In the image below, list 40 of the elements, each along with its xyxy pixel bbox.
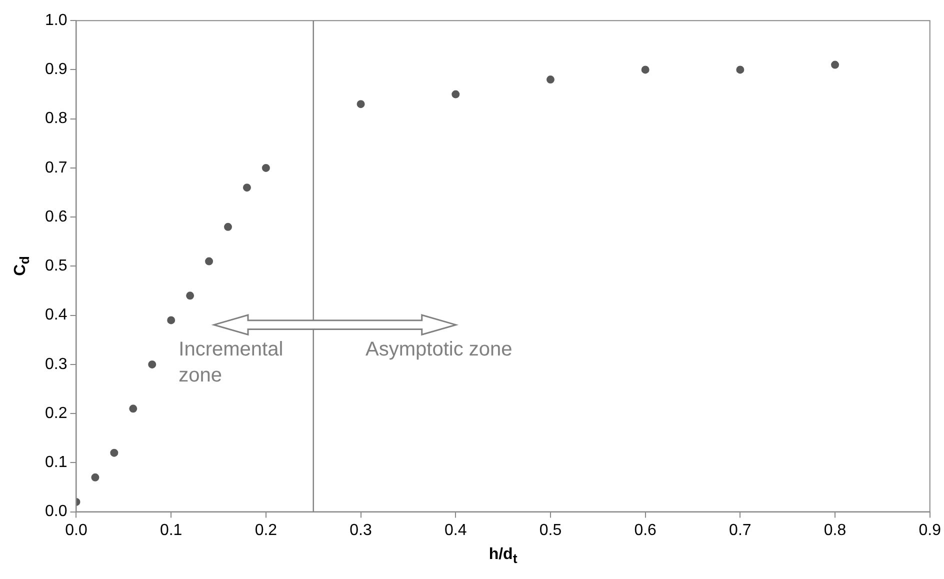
point <box>224 222 232 231</box>
y-tick-label: 1.0 <box>44 12 68 30</box>
x-tick-label: 0.0 <box>65 522 88 539</box>
point <box>831 60 840 69</box>
annotation: Asymptotic zone <box>366 338 512 360</box>
x-axis-title: h/d$_{t}$ <box>488 546 518 566</box>
x-tick-label: 0.6 <box>634 522 657 539</box>
y-tick-label: 0.1 <box>44 454 68 472</box>
point <box>452 90 460 98</box>
x-tick-label: 0.8 <box>824 522 846 539</box>
point <box>110 448 118 457</box>
y-tick-label: 0.0 <box>44 503 68 520</box>
y-tick-label: 0.6 <box>44 208 68 226</box>
y-tick-label: 0.8 <box>44 110 68 128</box>
point <box>205 257 214 266</box>
annotation: Incremental zone <box>178 338 284 386</box>
point <box>186 292 194 300</box>
x-tick-label: 0.2 <box>254 522 278 539</box>
x-tick-label: 0.4 <box>444 522 467 539</box>
point <box>242 184 251 192</box>
y-tick-label: 0.2 <box>44 404 68 422</box>
point <box>91 473 100 482</box>
point <box>356 100 365 108</box>
x-tick-label: 0.7 <box>729 522 752 539</box>
point <box>736 66 744 74</box>
x-tick-label: 0.3 <box>350 522 372 539</box>
point <box>546 76 554 84</box>
y-tick-label: 0.5 <box>44 258 68 275</box>
x-tick-label: 0.9 <box>918 522 942 539</box>
point <box>167 316 176 324</box>
point <box>262 164 270 172</box>
y-tick-label: 0.7 <box>44 159 68 176</box>
y-tick-label: 0.4 <box>44 306 68 324</box>
x-tick-label: 0.5 <box>539 522 562 539</box>
x-tick-label: 0.1 <box>160 522 182 539</box>
y-tick-label: 0.3 <box>44 356 68 373</box>
point <box>148 360 156 368</box>
y-tick-label: 0.9 <box>44 61 68 78</box>
point <box>641 66 650 74</box>
point <box>129 404 138 413</box>
